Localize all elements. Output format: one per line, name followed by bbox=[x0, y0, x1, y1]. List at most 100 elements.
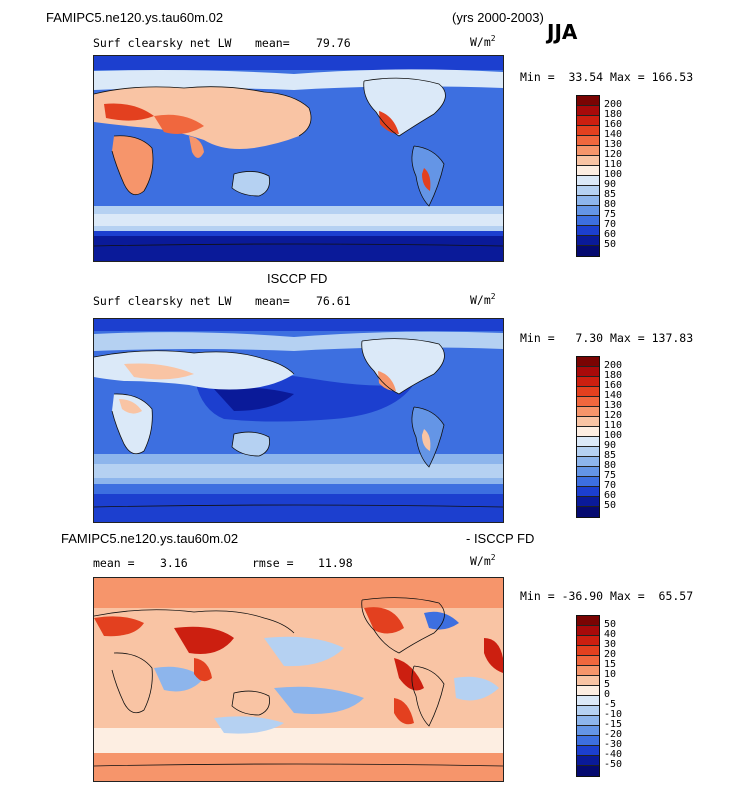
p2-colorbar-swatch bbox=[577, 367, 599, 377]
p1-colorbar-swatch bbox=[577, 206, 599, 216]
p1-colorbar bbox=[576, 95, 600, 257]
p3-title-left: FAMIPC5.ne120.ys.tau60m.02 bbox=[61, 531, 239, 546]
colorbar-level-label: 80 bbox=[604, 460, 617, 471]
p3-colorbar-swatch bbox=[577, 706, 599, 716]
colorbar-level-label: 15 bbox=[604, 659, 617, 670]
p1-colorbar-swatch bbox=[577, 246, 599, 256]
p2-colorbar-swatch bbox=[577, 477, 599, 487]
colorbar-level-label: 200 bbox=[604, 360, 623, 371]
p3-units: W/m2 bbox=[470, 553, 496, 568]
p3-mean-value: 3.16 bbox=[160, 556, 188, 570]
colorbar-level-label: 60 bbox=[604, 490, 617, 501]
colorbar-level-label: 100 bbox=[604, 169, 623, 180]
colorbar-level-label: 130 bbox=[604, 400, 623, 411]
p2-colorbar-swatch bbox=[577, 427, 599, 437]
p2-colorbar-swatch bbox=[577, 457, 599, 467]
colorbar-level-label: 140 bbox=[604, 129, 623, 140]
p3-mean-label: mean = bbox=[93, 556, 135, 570]
colorbar-level-label: 180 bbox=[604, 109, 623, 120]
p1-minmax: Min = 33.54 Max = 166.53 bbox=[520, 70, 694, 84]
p3-rmse-label: rmse = bbox=[252, 556, 294, 570]
colorbar-level-label: 75 bbox=[604, 209, 617, 220]
colorbar-level-label: 50 bbox=[604, 500, 617, 511]
p1-units: W/m2 bbox=[470, 34, 496, 49]
colorbar-level-label: 85 bbox=[604, 450, 617, 461]
p2-map bbox=[93, 318, 504, 523]
colorbar-level-label: 40 bbox=[604, 629, 617, 640]
p2-colorbar-swatch bbox=[577, 507, 599, 517]
p2-colorbar-swatch bbox=[577, 357, 599, 367]
colorbar-level-label: -30 bbox=[604, 739, 623, 750]
colorbar-level-label: 90 bbox=[604, 179, 617, 190]
p1-colorbar-swatch bbox=[577, 96, 599, 106]
colorbar-level-label: 60 bbox=[604, 229, 617, 240]
colorbar-level-label: 10 bbox=[604, 669, 617, 680]
p1-colorbar-swatch bbox=[577, 106, 599, 116]
p1-colorbar-swatch bbox=[577, 236, 599, 246]
colorbar-level-label: 160 bbox=[604, 380, 623, 391]
p2-colorbar-swatch bbox=[577, 487, 599, 497]
p3-colorbar-swatch bbox=[577, 686, 599, 696]
p1-colorbar-swatch bbox=[577, 116, 599, 126]
p3-colorbar-swatch bbox=[577, 736, 599, 746]
p1-colorbar-swatch bbox=[577, 226, 599, 236]
p3-map bbox=[93, 577, 504, 782]
colorbar-level-label: 0 bbox=[604, 689, 611, 700]
colorbar-level-label: 110 bbox=[604, 420, 623, 431]
p3-colorbar-swatch bbox=[577, 666, 599, 676]
colorbar-level-label: 120 bbox=[604, 410, 623, 421]
colorbar-level-label: -5 bbox=[604, 699, 617, 710]
p3-colorbar-swatch bbox=[577, 656, 599, 666]
colorbar-level-label: -15 bbox=[604, 719, 623, 730]
colorbar-level-label: 80 bbox=[604, 199, 617, 210]
colorbar-level-label: 75 bbox=[604, 470, 617, 481]
p2-colorbar-swatch bbox=[577, 377, 599, 387]
p2-colorbar-swatch bbox=[577, 417, 599, 427]
p3-colorbar-swatch bbox=[577, 726, 599, 736]
p3-colorbar-swatch bbox=[577, 766, 599, 776]
p2-colorbar-swatch bbox=[577, 397, 599, 407]
p1-colorbar-swatch bbox=[577, 146, 599, 156]
colorbar-level-label: 85 bbox=[604, 189, 617, 200]
years-label: (yrs 2000-2003) bbox=[452, 10, 544, 25]
p1-colorbar-swatch bbox=[577, 136, 599, 146]
p1-colorbar-swatch bbox=[577, 186, 599, 196]
p1-colorbar-swatch bbox=[577, 156, 599, 166]
p2-colorbar bbox=[576, 356, 600, 518]
colorbar-level-label: 140 bbox=[604, 390, 623, 401]
p2-colorbar-swatch bbox=[577, 447, 599, 457]
colorbar-level-label: -10 bbox=[604, 709, 623, 720]
colorbar-level-label: 100 bbox=[604, 430, 623, 441]
colorbar-level-label: 70 bbox=[604, 219, 617, 230]
colorbar-level-label: 50 bbox=[604, 239, 617, 250]
colorbar-level-label: 110 bbox=[604, 159, 623, 170]
colorbar-level-label: 5 bbox=[604, 679, 611, 690]
p2-minmax: Min = 7.30 Max = 137.83 bbox=[520, 331, 694, 345]
p1-colorbar-swatch bbox=[577, 196, 599, 206]
model-name: FAMIPC5.ne120.ys.tau60m.02 bbox=[46, 10, 224, 25]
p2-colorbar-swatch bbox=[577, 467, 599, 477]
p1-variable: Surf clearsky net LW bbox=[93, 36, 232, 50]
colorbar-level-label: 70 bbox=[604, 480, 617, 491]
colorbar-level-label: -40 bbox=[604, 749, 623, 760]
p2-colorbar-swatch bbox=[577, 497, 599, 507]
colorbar-level-label: 180 bbox=[604, 370, 623, 381]
p3-colorbar-swatch bbox=[577, 746, 599, 756]
colorbar-level-label: 20 bbox=[604, 649, 617, 660]
colorbar-level-label: 120 bbox=[604, 149, 623, 160]
p2-variable: Surf clearsky net LW bbox=[93, 294, 232, 308]
p3-colorbar-swatch bbox=[577, 636, 599, 646]
colorbar-level-label: -50 bbox=[604, 759, 623, 770]
p1-colorbar-swatch bbox=[577, 166, 599, 176]
season-label: JJA bbox=[547, 20, 578, 44]
p3-colorbar-swatch bbox=[577, 716, 599, 726]
p3-colorbar-swatch bbox=[577, 626, 599, 636]
p1-map bbox=[93, 55, 504, 262]
p2-units: W/m2 bbox=[470, 292, 496, 307]
p1-mean-label: mean= bbox=[255, 36, 290, 50]
p3-colorbar-swatch bbox=[577, 676, 599, 686]
colorbar-level-label: 130 bbox=[604, 139, 623, 150]
p2-mean-label: mean= bbox=[255, 294, 290, 308]
colorbar-level-label: 160 bbox=[604, 119, 623, 130]
p1-colorbar-swatch bbox=[577, 216, 599, 226]
